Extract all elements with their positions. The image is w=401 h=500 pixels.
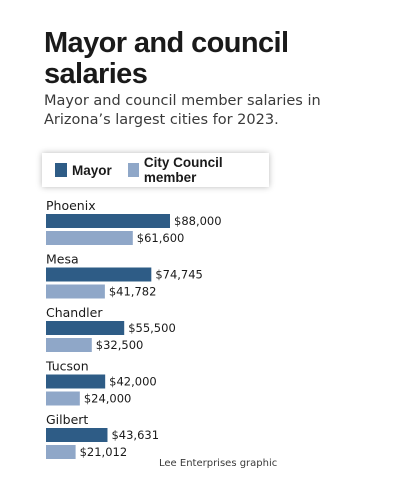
chart-legend: Mayor City Council member <box>42 153 269 187</box>
chart-title: Mayor and council salaries <box>44 27 289 90</box>
category-label-tucson: Tucson <box>45 359 89 374</box>
value-label-mayor-mesa: $74,745 <box>155 268 203 282</box>
category-label-gilbert: Gilbert <box>46 412 88 427</box>
legend-swatch-council <box>127 163 139 177</box>
value-label-council-phoenix: $61,600 <box>137 231 185 245</box>
bar-council-chandler <box>46 338 92 352</box>
legend-swatch-mayor <box>55 163 67 177</box>
bar-mayor-tucson <box>46 374 106 389</box>
value-label-council-tucson: $24,000 <box>84 392 132 406</box>
category-label-mesa: Mesa <box>46 252 79 267</box>
bar-mayor-mesa <box>46 267 152 282</box>
bar-council-gilbert <box>46 445 76 459</box>
bar-council-mesa <box>46 284 105 299</box>
bar-council-tucson <box>46 391 80 406</box>
legend-item-mayor: Mayor <box>55 163 112 178</box>
value-label-council-chandler: $32,500 <box>96 338 144 352</box>
category-label-phoenix: Phoenix <box>46 198 96 213</box>
value-label-mayor-tucson: $42,000 <box>109 375 157 389</box>
value-label-mayor-chandler: $55,500 <box>128 321 176 335</box>
category-label-chandler: Chandler <box>46 305 103 320</box>
value-label-council-mesa: $41,782 <box>109 285 157 299</box>
chart-subtitle: Mayor and council member salaries in Ari… <box>44 93 321 128</box>
bar-council-phoenix <box>46 231 133 245</box>
bar-mayor-phoenix <box>46 214 170 228</box>
legend-label-mayor: Mayor <box>72 162 112 178</box>
credit-line: Lee Enterprises graphic <box>159 458 278 469</box>
value-label-mayor-phoenix: $88,000 <box>174 214 222 228</box>
bar-mayor-chandler <box>46 321 125 335</box>
value-label-mayor-gilbert: $43,631 <box>111 428 159 442</box>
legend-label-council: City Council member <box>143 155 223 185</box>
bar-mayor-gilbert <box>46 428 108 442</box>
legend-item-council: City Council member <box>127 155 269 185</box>
value-label-council-gilbert: $21,012 <box>80 445 128 459</box>
